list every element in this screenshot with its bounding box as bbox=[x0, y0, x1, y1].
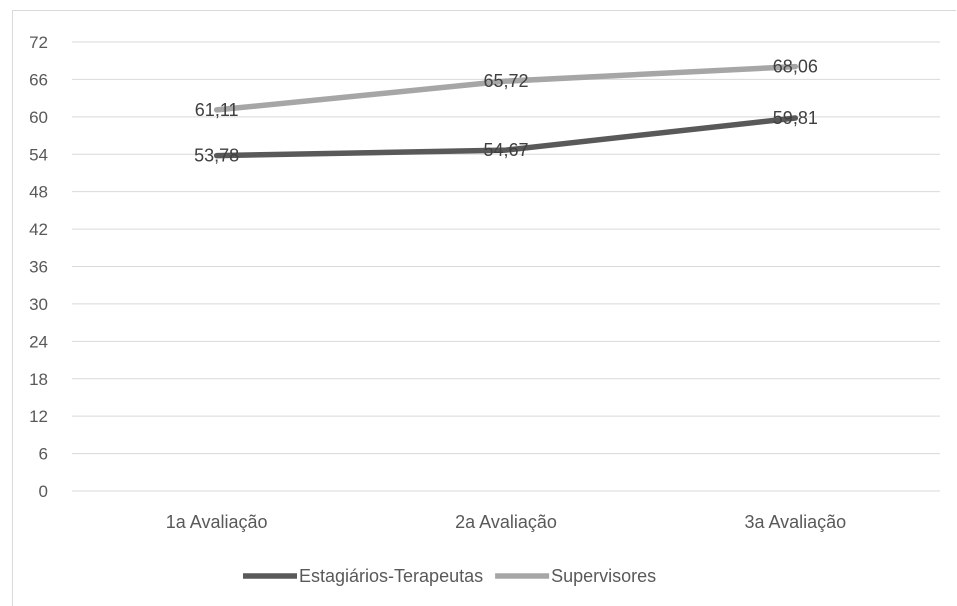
data-label: 53,78 bbox=[194, 146, 239, 166]
x-category-label: 3a Avaliação bbox=[744, 512, 846, 532]
y-tick-label: 60 bbox=[29, 108, 48, 127]
y-tick-label: 12 bbox=[29, 407, 48, 426]
y-tick-label: 72 bbox=[29, 33, 48, 52]
data-label: 54,67 bbox=[483, 140, 528, 160]
y-axis-ticks: 0 6 12 18 24 30 36 42 48 54 60 66 72 bbox=[29, 33, 48, 501]
y-tick-label: 66 bbox=[29, 70, 48, 89]
y-tick-label: 18 bbox=[29, 370, 48, 389]
legend-label: Supervisores bbox=[551, 566, 656, 586]
y-tick-label: 48 bbox=[29, 183, 48, 202]
x-category-label: 2a Avaliação bbox=[455, 512, 557, 532]
x-category-label: 1a Avaliação bbox=[166, 512, 268, 532]
series-lines bbox=[213, 63, 799, 159]
data-label: 61,11 bbox=[195, 100, 239, 120]
legend: Estagiários-Terapeutas Supervisores bbox=[243, 566, 656, 586]
data-label: 68,06 bbox=[773, 57, 818, 77]
y-tick-label: 0 bbox=[39, 482, 48, 501]
y-tick-label: 24 bbox=[29, 332, 48, 351]
legend-label: Estagiários-Terapeutas bbox=[299, 566, 483, 586]
y-tick-label: 30 bbox=[29, 295, 48, 314]
y-tick-label: 42 bbox=[29, 220, 48, 239]
y-tick-label: 54 bbox=[29, 145, 48, 164]
gridlines bbox=[72, 41, 940, 492]
data-label: 59,81 bbox=[773, 108, 818, 128]
y-tick-label: 6 bbox=[39, 445, 48, 464]
data-labels: 53,78 54,67 59,81 61,11 65,72 68,06 bbox=[194, 57, 818, 166]
y-tick-label: 36 bbox=[29, 258, 48, 277]
data-label: 65,72 bbox=[483, 71, 528, 91]
chart-frame bbox=[12, 10, 956, 606]
x-axis-categories: 1a Avaliação 2a Avaliação 3a Avaliação bbox=[166, 512, 846, 532]
